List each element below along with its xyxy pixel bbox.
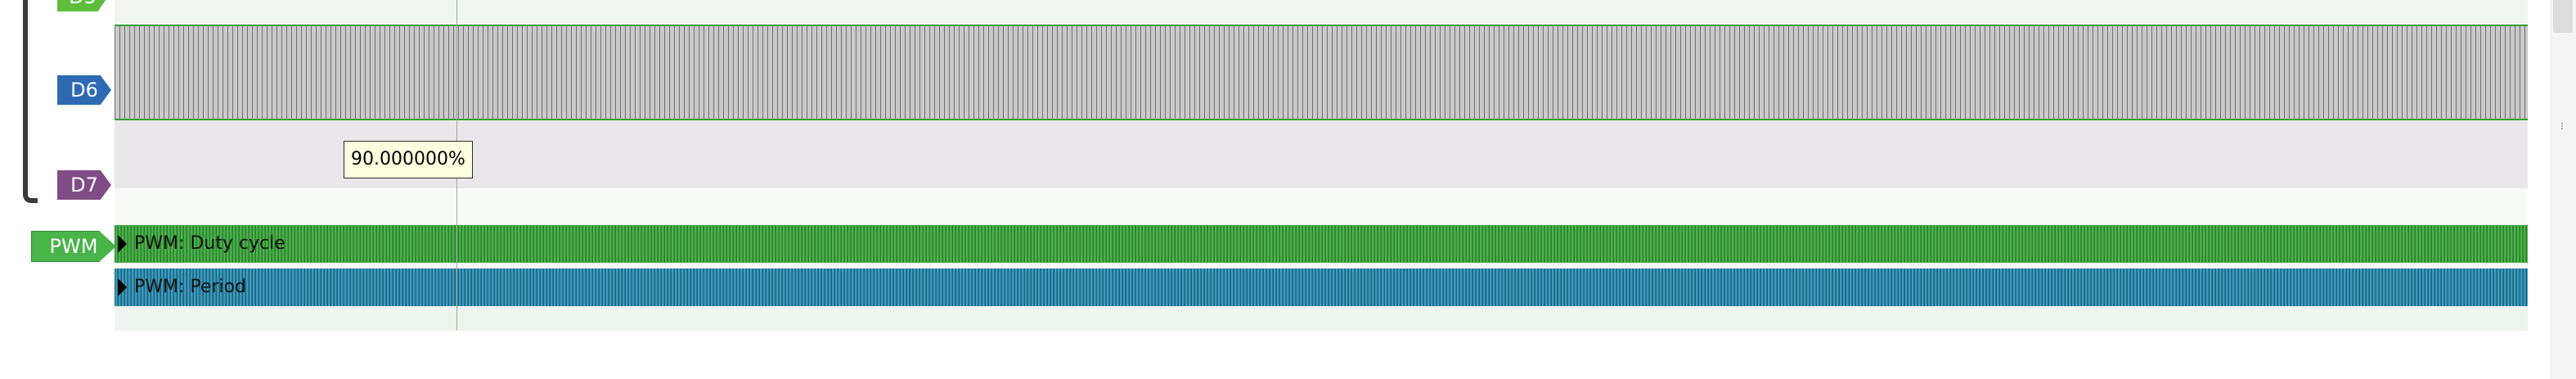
triangle-right-icon[interactable]: [118, 235, 127, 253]
trace-row-footer: [115, 306, 2528, 331]
decoder-row-label: PWM: Period: [134, 277, 247, 297]
d6-waveform: [115, 25, 2528, 121]
trace-row-separator: [115, 263, 2528, 268]
trace-viewport[interactable]: PWM: Duty cycle PWM: Period 90.000000%: [115, 0, 2528, 331]
channel-group-bracket: [23, 0, 38, 203]
decoder-row-period[interactable]: PWM: Period: [115, 268, 2528, 306]
decoder-tag-pwm[interactable]: PWM: [31, 231, 116, 262]
channel-tag-d5[interactable]: D5: [57, 0, 108, 11]
decoder-row-label: PWM: Duty cycle: [134, 233, 285, 254]
value-tooltip: 90.000000%: [344, 141, 473, 178]
d7-waveform: [115, 119, 2528, 120]
scrollbar-thumb[interactable]: [2553, 0, 2573, 33]
triangle-right-icon[interactable]: [118, 278, 127, 296]
decoder-row-duty-cycle[interactable]: PWM: Duty cycle: [115, 225, 2528, 263]
trace-row-d5: [115, 0, 2528, 25]
trace-row-d7: [115, 120, 2528, 188]
channel-tag-d6[interactable]: D6: [57, 75, 111, 105]
grip-icon: [2561, 123, 2565, 129]
channel-labels-column: D5 D6 D7 PWM: [0, 0, 116, 379]
vertical-scrollbar[interactable]: [2551, 0, 2576, 379]
trace-row-gap: [115, 188, 2528, 225]
channel-tag-d7[interactable]: D7: [57, 170, 111, 200]
